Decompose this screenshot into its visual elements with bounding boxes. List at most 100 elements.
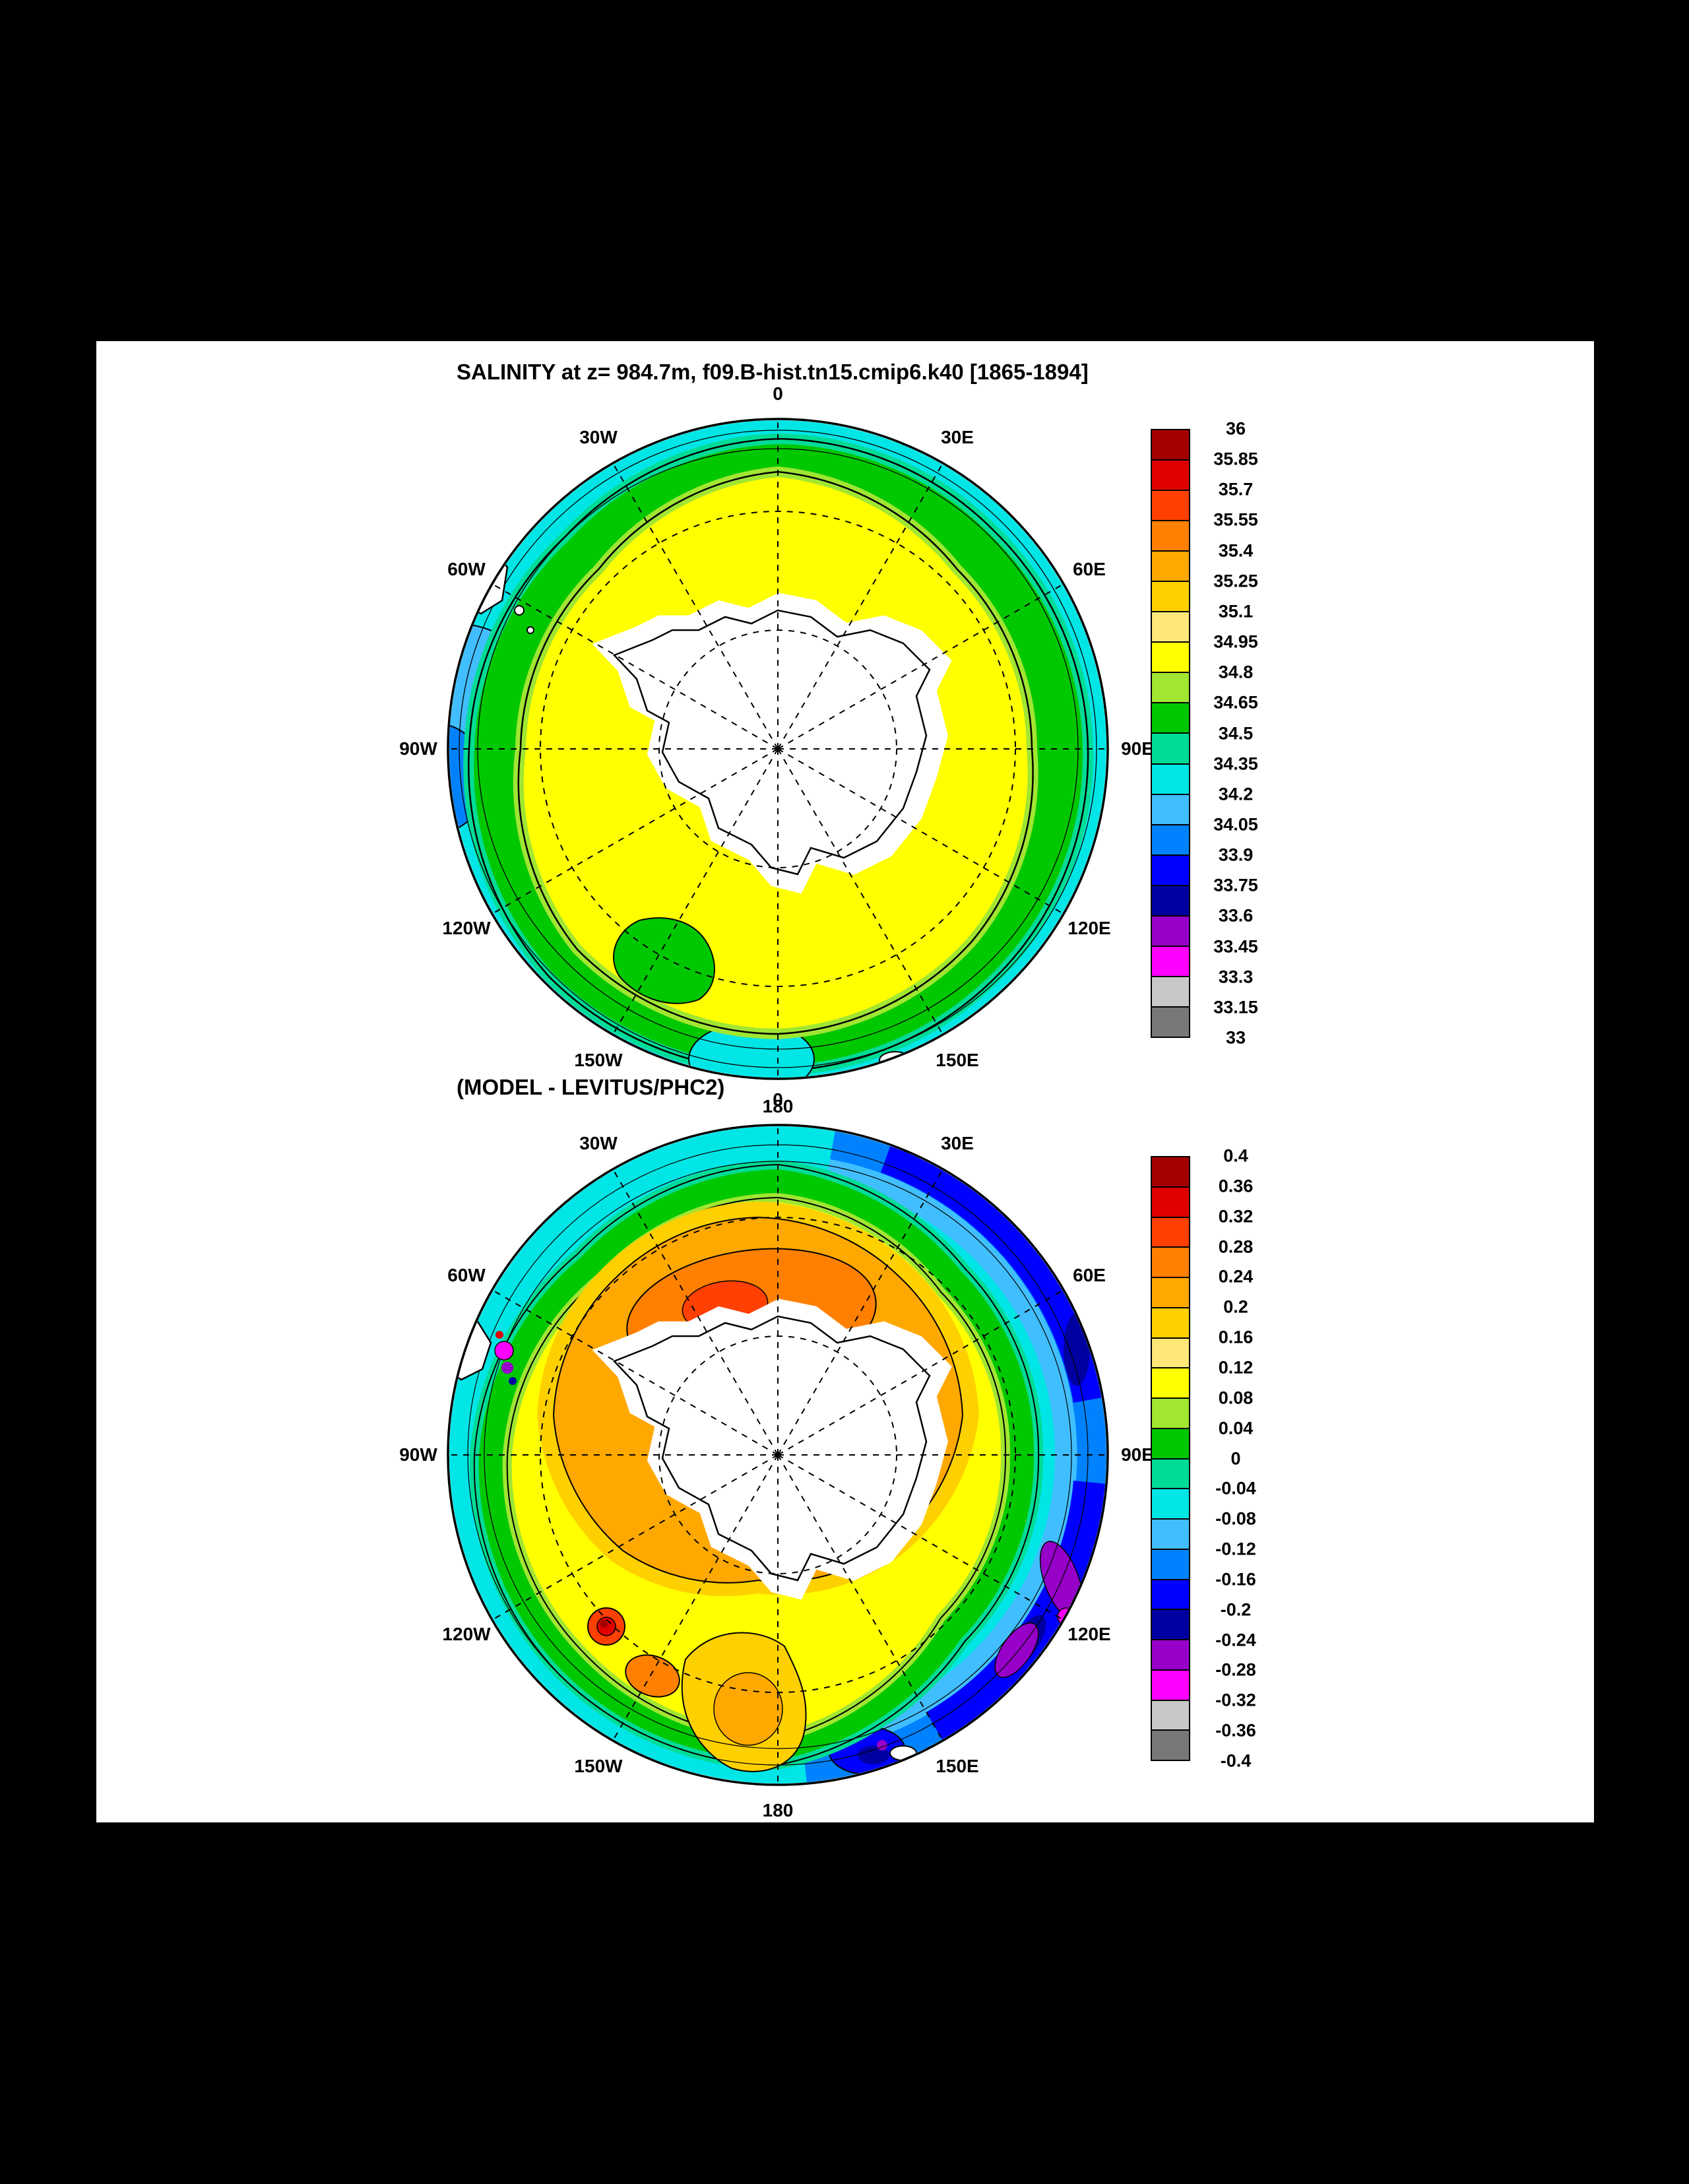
colorbar-cell	[1152, 1306, 1189, 1337]
map2-lon-120e: 120E	[1068, 1624, 1111, 1644]
colorbar-cell	[1152, 823, 1189, 854]
island	[514, 605, 525, 616]
colorbar-cell	[1152, 1669, 1189, 1700]
map2-lon-0: 0	[773, 1089, 783, 1110]
colorbar-tick-label: 0.12	[1218, 1357, 1254, 1378]
antarctica-landmass	[612, 609, 931, 876]
antarctica-landmass	[612, 1315, 931, 1582]
map2-lon-60w: 60W	[447, 1265, 486, 1285]
colorbar-cell	[1152, 611, 1189, 642]
map1-lon-150w: 150W	[574, 1050, 623, 1070]
colorbar-cell	[1152, 1337, 1189, 1368]
colorbar-cell	[1152, 490, 1189, 521]
colorbar-difference: 0.4 0.36 0.32 0.28 0.24 0.2 0.16 0.12 0.08 0.04 0 -…	[1151, 1146, 1289, 1771]
map2-lon-30e: 30E	[941, 1133, 974, 1153]
colorbar-cell	[1152, 641, 1189, 672]
colorbar-cell	[1152, 581, 1189, 612]
colorbar-cell	[1152, 1277, 1189, 1307]
colorbar-cell	[1152, 1458, 1189, 1489]
map2-lon-180: 180	[762, 1800, 794, 1820]
colorbar-tick-label: 0.28	[1218, 1237, 1254, 1257]
map1-lon-120w: 120W	[442, 918, 491, 938]
colorbar-cell	[1152, 915, 1189, 946]
map-boundary	[447, 1124, 1109, 1786]
colorbar-cell	[1152, 945, 1189, 976]
colorbar-cell	[1152, 1006, 1189, 1037]
colorbar-cell	[1152, 1397, 1189, 1428]
graticule	[449, 1126, 1106, 1783]
map2-lon-150w: 150W	[574, 1756, 623, 1776]
colorbar-cell	[1152, 520, 1189, 551]
colorbar-tick-label: 0.04	[1218, 1418, 1254, 1438]
drake-red-dot	[495, 1331, 503, 1339]
colorbar-cell	[1152, 1157, 1189, 1186]
colorbar-tick-label: 35.4	[1218, 540, 1254, 561]
map-boundary	[447, 418, 1109, 1080]
colorbar-tick-label: -0.28	[1215, 1659, 1256, 1680]
map1-lon-0: 0	[773, 383, 783, 404]
map1-lon-120e: 120E	[1068, 918, 1111, 938]
colorbar-tick-label: 35.1	[1218, 601, 1254, 622]
figure-panel: SALINITY at z= 984.7m, f09.B-hist.tn15.c…	[96, 341, 1594, 1822]
colorbar-tick-label: 0.24	[1218, 1266, 1254, 1287]
colorbar-cell	[1152, 1729, 1189, 1760]
colorbar-tick-label: 33	[1225, 1027, 1246, 1048]
colorbar-cell	[1152, 1639, 1189, 1669]
colorbar-tick-label: -0.36	[1215, 1720, 1256, 1741]
drake-purple-spot	[501, 1362, 513, 1374]
southwest-darkred-dot	[600, 1620, 608, 1628]
colorbar-tick-label: -0.24	[1215, 1630, 1256, 1650]
colorbar-cell	[1152, 1609, 1189, 1639]
navy-patch	[1064, 1313, 1090, 1386]
colorbar-cell	[1152, 430, 1189, 460]
figure1-title: SALINITY at z= 984.7m, f09.B-hist.tn15.c…	[457, 360, 1089, 384]
figure2-title: (MODEL - LEVITUS/PHC2)	[457, 1075, 725, 1099]
difference-map-ocean	[449, 1126, 1106, 1783]
south-orange-core	[713, 1672, 783, 1746]
colorbar-cell	[1152, 1427, 1189, 1458]
colorbar-tick-label: 0.2	[1223, 1297, 1248, 1317]
yellow-core-contour	[517, 470, 1034, 1035]
colorbar-cells	[1151, 1156, 1190, 1761]
map1-lon-60w: 60W	[447, 559, 486, 579]
colorbar-tick-label: 34.65	[1213, 692, 1258, 713]
colorbar-tick-label: 0.08	[1218, 1388, 1254, 1408]
colorbar-tick-label: 34.35	[1213, 754, 1258, 774]
colorbar-cell	[1152, 672, 1189, 703]
map1-lon-150e: 150E	[936, 1050, 979, 1070]
colorbar-cells	[1151, 429, 1190, 1038]
map2-lon-90e: 90E	[1121, 1444, 1154, 1465]
south-navy-core	[858, 1746, 889, 1764]
colorbar-tick-label: -0.2	[1220, 1599, 1252, 1620]
colorbar-tick-label: 34.8	[1218, 662, 1254, 682]
colorbar-tick-label: 33.9	[1218, 845, 1254, 865]
colorbar-cell	[1152, 1548, 1189, 1579]
colorbar-tick-label: 34.95	[1213, 631, 1258, 652]
colorbar-salinity: 36 35.85 35.7 35.55 35.4 35.25 35.1 34.95 34.8 34…	[1151, 419, 1289, 1048]
colorbar-tick-label: 34.05	[1213, 814, 1258, 835]
colorbar-tick-label: -0.08	[1215, 1508, 1256, 1529]
colorbar-cell	[1152, 1186, 1189, 1217]
colorbar-tick-label: 0.36	[1218, 1176, 1254, 1196]
map1-lon-30e: 30E	[941, 427, 974, 447]
southwest-orange-ring	[625, 1654, 680, 1698]
map1-lon-30w: 30W	[579, 427, 618, 447]
colorbar-cell	[1152, 1246, 1189, 1277]
colorbar-cell	[1152, 1367, 1189, 1397]
map2-lon-120w: 120W	[442, 1624, 491, 1644]
colorbar-tick-label: -0.4	[1220, 1750, 1252, 1771]
colorbar-tick-label: 33.3	[1218, 967, 1254, 987]
colorbar-tick-label: 0.16	[1218, 1327, 1254, 1347]
colorbar-tick-label: 35.55	[1213, 509, 1258, 530]
colorbar-cell	[1152, 1488, 1189, 1518]
colorbar-tick-label: -0.32	[1215, 1690, 1256, 1710]
colorbar-tick-label: 34.2	[1218, 784, 1254, 804]
drake-navy-dot	[509, 1377, 517, 1385]
difference-map	[447, 1124, 1109, 1786]
colorbar-cell	[1152, 763, 1189, 794]
salinity-map	[447, 418, 1109, 1080]
colorbar-cell	[1152, 1578, 1189, 1609]
colorbar-cell	[1152, 459, 1189, 490]
map1-lon-90w: 90W	[399, 738, 437, 759]
colorbar-cell	[1152, 1699, 1189, 1730]
